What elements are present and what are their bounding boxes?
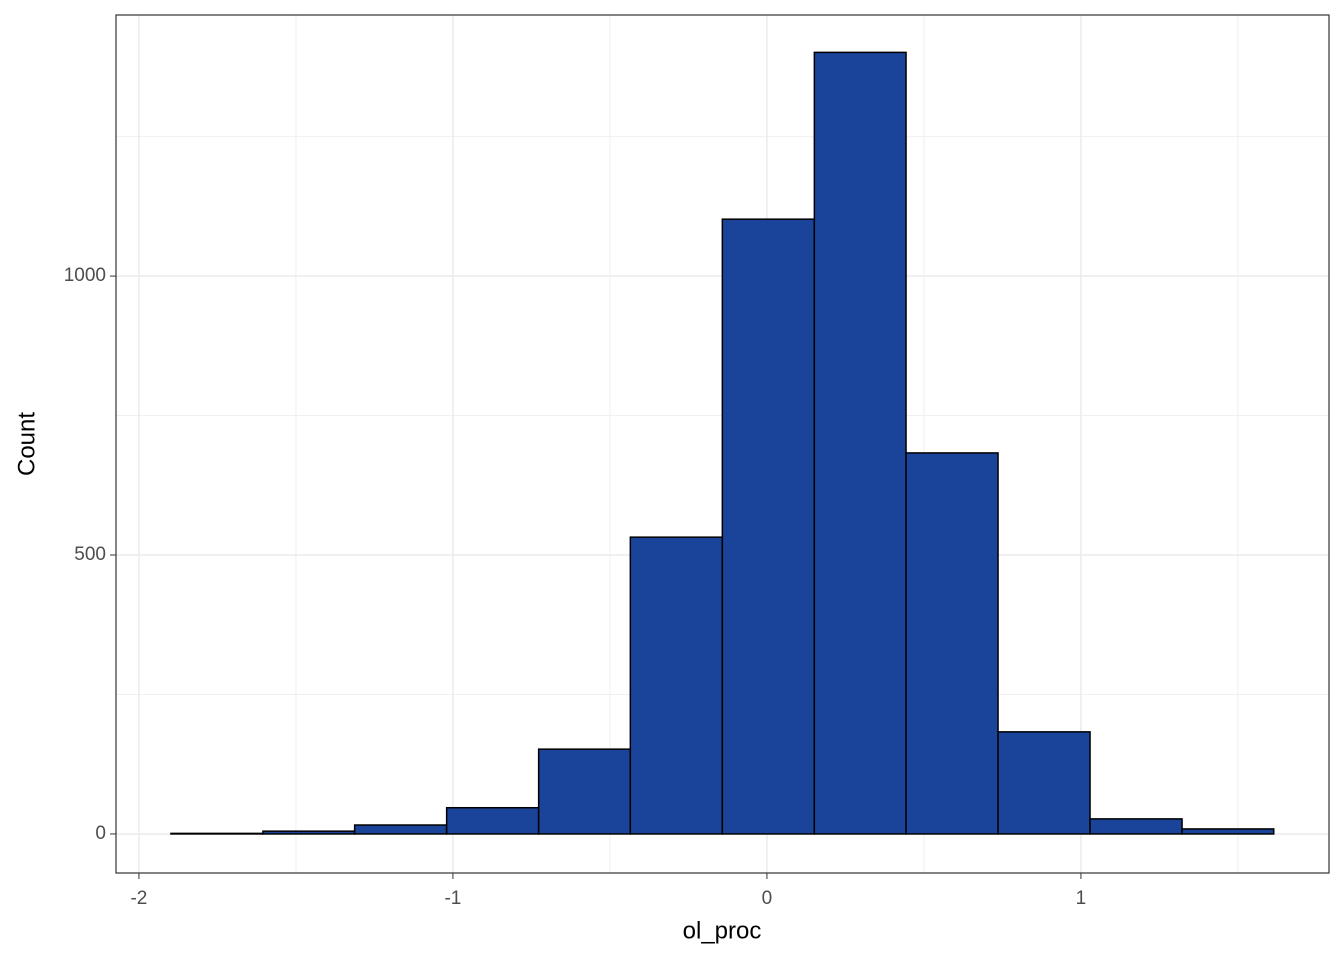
bar [721,218,816,835]
plot-border [115,14,1330,874]
bar [1089,818,1183,835]
y-axis-title: Count [13,412,40,476]
bar [445,806,540,835]
x-axis-title: ol_proc [683,917,762,944]
bar [813,51,907,835]
bar [997,731,1091,835]
bar [170,832,264,835]
x-tick-label: -1 [444,888,461,909]
bar [905,452,999,835]
x-tick-label: 1 [1076,888,1087,909]
x-tick-label: 0 [762,888,773,909]
bar [537,748,632,835]
y-tick-label: 1000 [64,265,106,286]
x-tick-label: -2 [130,888,147,909]
bar [262,830,356,835]
y-tick-label: 0 [95,823,106,844]
y-tick-label: 500 [74,544,106,565]
bar [629,536,724,835]
bar [1181,828,1275,835]
bar [353,824,448,835]
